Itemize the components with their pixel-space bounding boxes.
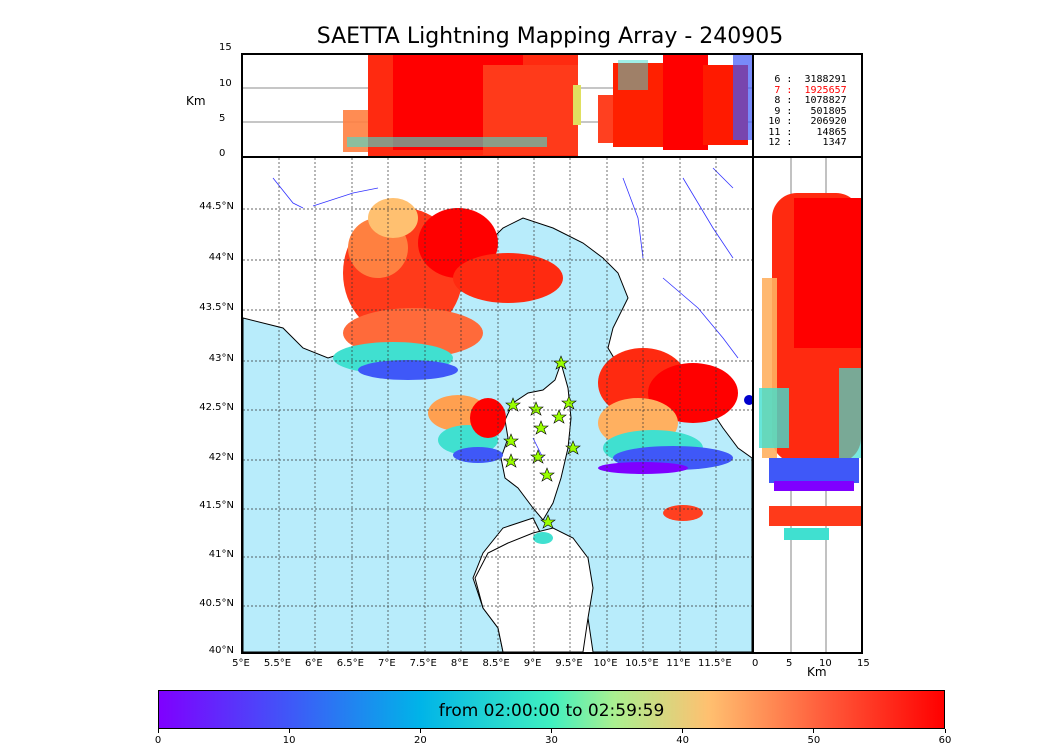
latitude-tick-label: 42°N (208, 452, 234, 463)
longitude-tick-label: 11°E (666, 658, 691, 669)
altitude-time-plot (243, 55, 752, 156)
station-count-row: 11 : 14865 (754, 126, 861, 139)
altitude-time-storm-2 (598, 55, 752, 150)
longitude-tick-label: 5°E (232, 658, 250, 669)
side-alt-tick-5: 5 (786, 658, 793, 669)
alt-tick-15: 15 (219, 42, 232, 53)
colorbar-tick-mark (551, 729, 552, 733)
longitude-tick-label: 7°E (377, 658, 396, 669)
station-counts-list: 6 : 3188291 7 : 1925657 8 : 1078827 9 : … (754, 74, 861, 149)
separator: : (780, 84, 805, 96)
station-count: 14865 (804, 126, 847, 138)
latitude-tick-label: 40°N (208, 645, 234, 656)
latitude-tick-label: 43.5°N (199, 302, 234, 313)
colorbar-tick-label: 40 (676, 735, 690, 746)
map-panel (241, 156, 754, 654)
separator: : (780, 116, 805, 127)
colorbar-label: from 02:00:00 to 02:59:59 (438, 701, 665, 721)
latitude-tick-label: 43°N (208, 353, 234, 364)
lightning-storm-tuscany (533, 348, 738, 544)
lightning-storm-liguria (333, 198, 563, 463)
longitude-tick-label: 8.5°E (482, 658, 510, 669)
station-count-row: 8 : 1078827 (754, 95, 861, 107)
station-count-row: 6 : 3188291 (754, 74, 861, 86)
blue-marker (744, 395, 752, 405)
longitude-tick-label: 10°E (593, 658, 618, 669)
longitude-tick-label: 9.5°E (555, 658, 583, 669)
colorbar-tick-mark (288, 729, 290, 733)
colorbar-tick-mark (419, 729, 421, 733)
longitude-tick-label: 7.5°E (409, 658, 437, 669)
latitude-tick-label: 44.5°N (199, 201, 234, 212)
station-count-row: 10 : 206920 (754, 116, 861, 128)
longitude-tick-label: 11.5°E (698, 658, 732, 669)
separator: : (780, 74, 805, 85)
station-number: 8 (768, 95, 781, 106)
latitude-tick-label: 40.5°N (199, 598, 234, 609)
station-count: 206920 (804, 116, 847, 127)
station-count: 501805 (804, 105, 847, 117)
colorbar-tick-label: 60 (938, 735, 952, 746)
side-alt-tick-0: 0 (752, 658, 759, 669)
side-alt-tick-10: 10 (819, 658, 832, 669)
alt-tick-5: 5 (219, 113, 226, 124)
colorbar: from 02:00:00 to 02:59:59 (158, 690, 945, 729)
chart-title: SAETTA Lightning Mapping Array - 240905 (316, 24, 784, 49)
longitude-tick-label: 5.5°E (263, 658, 292, 669)
altitude-time-storm-1 (343, 55, 581, 156)
separator: : (780, 95, 805, 106)
station-count: 3188291 (804, 74, 847, 85)
latitude-tick-label: 44°N (208, 252, 234, 263)
station-number: 9 (768, 105, 781, 117)
side-altitude-axis-label: Km (807, 665, 827, 679)
colorbar-tick-label: 10 (282, 735, 296, 746)
station-counts-panel: 6 : 3188291 7 : 1925657 8 : 1078827 9 : … (752, 53, 863, 158)
longitude-tick-label: 9°E (523, 658, 542, 669)
station-number: 7 (768, 84, 781, 96)
corsica-island (500, 361, 572, 521)
station-number: 11 (768, 126, 781, 138)
lightning-map (243, 158, 752, 652)
station-number: 10 (768, 116, 781, 127)
separator: : (780, 105, 805, 117)
latitude-altitude-storm (759, 193, 861, 540)
separator: : (780, 137, 805, 148)
colorbar-tick-label: 30 (545, 735, 558, 746)
latitude-altitude-plot (759, 158, 861, 652)
latitude-altitude-panel (752, 156, 863, 654)
station-count: 1078827 (804, 95, 847, 106)
altitude-axis-label: Km (186, 94, 206, 108)
colorbar-tick-label: 0 (154, 735, 162, 746)
alt-tick-10: 10 (219, 78, 232, 89)
side-alt-tick-15: 15 (857, 658, 870, 669)
colorbar-tick-mark (682, 729, 684, 733)
latitude-tick-label: 41°N (208, 549, 234, 560)
colorbar-tick-mark (813, 729, 815, 733)
station-count-row: 7 : 1925657 (754, 84, 861, 97)
station-count-row: 12 : 1347 (754, 137, 861, 149)
colorbar-tick-label: 20 (413, 735, 427, 746)
alt-tick-0: 0 (219, 148, 226, 159)
station-count: 1347 (804, 137, 847, 148)
station-markers (503, 355, 581, 529)
separator: : (780, 126, 805, 138)
station-count-row: 9 : 501805 (754, 105, 861, 118)
colorbar-tick-mark (157, 729, 159, 733)
colorbar-tick-mark (944, 729, 946, 733)
latitude-tick-label: 41.5°N (199, 500, 234, 511)
colorbar-tick-label: 50 (807, 735, 821, 746)
map-grid (243, 158, 752, 652)
station-number: 12 (768, 137, 781, 148)
altitude-time-panel (241, 53, 754, 158)
longitude-tick-label: 6.5°E (336, 658, 364, 669)
station-number: 6 (768, 74, 781, 85)
longitude-tick-label: 10.5°E (625, 658, 659, 669)
latitude-tick-label: 42.5°N (199, 402, 234, 413)
longitude-tick-label: 6°E (305, 658, 323, 669)
station-count: 1925657 (804, 84, 847, 96)
longitude-tick-label: 8°E (450, 658, 469, 669)
